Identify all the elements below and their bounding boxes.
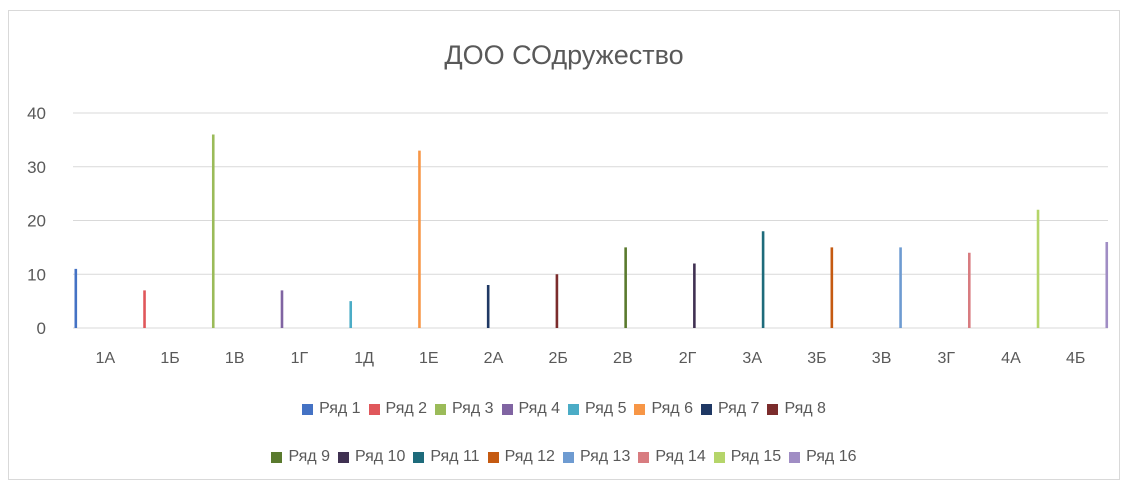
legend-swatch bbox=[713, 451, 725, 463]
legend-item: Ряд 7 bbox=[700, 400, 760, 418]
legend-item: Ряд 2 bbox=[368, 400, 428, 418]
x-tick-label: 2В bbox=[613, 350, 633, 367]
x-tick-label: 1В bbox=[225, 350, 245, 367]
y-tick-label: 0 bbox=[37, 319, 46, 338]
legend-label: Ряд 3 bbox=[452, 400, 494, 417]
x-tick-label: 1А bbox=[96, 350, 116, 367]
chart-frame bbox=[8, 10, 1120, 480]
legend-item: Ряд 12 bbox=[487, 448, 555, 466]
bar-ряд-4-1Г bbox=[280, 290, 284, 329]
legend-item: Ряд 10 bbox=[337, 448, 406, 466]
legend-label: Ряд 11 bbox=[430, 448, 480, 465]
bar-ряд-1-1А bbox=[74, 268, 78, 329]
bar-ряд-3-1В bbox=[211, 134, 215, 328]
x-tick-label: 1Е bbox=[419, 350, 439, 367]
bar-ряд-13-3В bbox=[899, 247, 902, 329]
x-tick-label: 2Г bbox=[679, 350, 697, 367]
bar-ряд-14-3Г bbox=[968, 252, 971, 328]
y-tick-label: 40 bbox=[27, 104, 46, 123]
x-tick-label: 2А bbox=[484, 350, 504, 367]
x-tick-label: 3А bbox=[742, 350, 762, 367]
legend-item: Ряд 14 bbox=[638, 448, 706, 466]
legend-swatch bbox=[634, 403, 646, 415]
legend-swatch bbox=[568, 403, 579, 415]
legend-label: Ряд 7 bbox=[717, 400, 760, 417]
legend-label: Ряд 16 bbox=[806, 448, 857, 465]
bar-ряд-5-1Д bbox=[349, 301, 353, 329]
legend-swatch bbox=[435, 403, 447, 415]
legend-item: Ряд 3 bbox=[435, 400, 494, 418]
chart-title: ДОО СОдружество bbox=[444, 40, 684, 70]
legend-item: Ряд 16 bbox=[789, 448, 857, 466]
legend-label: Ряд 15 bbox=[730, 448, 782, 465]
bar-ряд-11-3А bbox=[761, 231, 765, 328]
bar-ряд-6-1Е bbox=[418, 150, 421, 329]
legend-row-2: Ряд 9 Ряд 10 Ряд 11 Ряд 12 Ряд 13 Ряд 14 Ряд 1… bbox=[0, 448, 1128, 466]
x-tick-label: 1Г bbox=[291, 350, 309, 367]
legend-swatch bbox=[413, 451, 425, 463]
legend-label: Ряд 2 bbox=[385, 400, 428, 417]
y-tick-label: 20 bbox=[27, 212, 46, 231]
y-tick-label: 10 bbox=[27, 265, 46, 284]
bar-ряд-12-3Б bbox=[830, 247, 834, 329]
legend-label: Ряд 12 bbox=[504, 448, 555, 465]
legend-swatch bbox=[789, 451, 801, 463]
legend-label: Ряд 1 bbox=[319, 400, 361, 417]
legend-swatch bbox=[302, 403, 314, 415]
x-tick-label: 1Б bbox=[160, 350, 179, 367]
bar-ряд-8-2Б bbox=[555, 274, 559, 328]
legend-label: Ряд 14 bbox=[655, 448, 706, 465]
x-tick-label: 4А bbox=[1001, 350, 1021, 367]
legend-label: Ряд 9 bbox=[288, 448, 330, 465]
legend-item: Ряд 15 bbox=[713, 448, 782, 466]
legend-item: Ряд 4 bbox=[501, 400, 560, 418]
bar-ряд-16-4Б bbox=[1105, 242, 1109, 328]
x-tick-label: 1Д bbox=[354, 350, 374, 367]
legend-item: Ряд 1 bbox=[302, 400, 361, 418]
legend-row-1: Ряд 1 Ряд 2 Ряд 3 Ряд 4 Ряд 5 Ряд 6 Ряд 7 Ряд 8 bbox=[0, 400, 1128, 418]
x-tick-label: 2Б bbox=[548, 350, 567, 367]
legend-label: Ряд 6 bbox=[651, 400, 693, 417]
legend-label: Ряд 8 bbox=[784, 400, 826, 417]
legend-swatch bbox=[487, 451, 499, 463]
bar-ряд-2-1Б bbox=[143, 290, 146, 329]
legend-swatch bbox=[501, 403, 513, 415]
legend-label: Ряд 4 bbox=[518, 400, 560, 417]
legend-swatch bbox=[767, 403, 779, 415]
x-tick-label: 3В bbox=[872, 350, 892, 367]
legend-swatch bbox=[700, 403, 712, 415]
legend-item: Ряд 5 bbox=[568, 400, 626, 418]
legend-item: Ряд 13 bbox=[562, 448, 631, 466]
y-tick-label: 30 bbox=[27, 158, 46, 177]
legend-label: Ряд 13 bbox=[579, 448, 631, 465]
legend-swatch bbox=[368, 403, 380, 415]
legend-item: Ряд 6 bbox=[634, 400, 693, 418]
legend-label: Ряд 5 bbox=[585, 400, 627, 417]
x-tick-label: 4Б bbox=[1066, 350, 1085, 367]
x-tick-label: 3Б bbox=[807, 350, 826, 367]
legend-item: Ряд 9 bbox=[271, 448, 330, 466]
legend-swatch bbox=[337, 451, 349, 463]
bar-ряд-7-2А bbox=[486, 285, 490, 328]
legend-swatch bbox=[271, 451, 283, 463]
legend-swatch bbox=[638, 451, 650, 463]
bar-ряд-9-2В bbox=[624, 247, 627, 329]
legend-item: Ряд 11 bbox=[413, 448, 480, 466]
legend-item: Ряд 8 bbox=[767, 400, 826, 418]
legend-swatch bbox=[562, 451, 574, 463]
x-tick-label: 3Г bbox=[938, 350, 956, 367]
bar-ряд-10-2Г bbox=[693, 263, 696, 328]
bar-ряд-15-4А bbox=[1036, 209, 1040, 328]
legend-label: Ряд 10 bbox=[354, 448, 406, 465]
